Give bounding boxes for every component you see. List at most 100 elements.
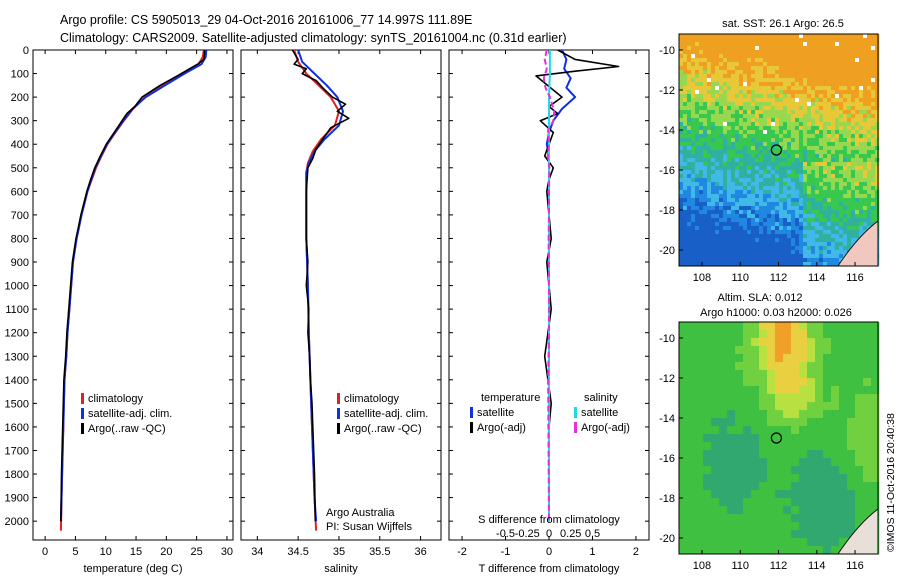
sst_map-cell [695,106,700,111]
sst_map-cell [727,114,732,119]
sst_map-cell [723,146,728,151]
sst_map-cell [787,166,792,171]
sla_map-cell [783,362,792,371]
sst_map-cell [683,238,688,243]
sst_map-cell [827,226,832,231]
sla_map-cell [767,410,776,419]
sst_map-cell [771,182,776,187]
sst_map-cell [759,186,764,191]
sla_map-cell [695,522,704,531]
sst_map-cell [755,134,760,139]
sla_map-cell [735,410,744,419]
sla_map-cell [807,402,816,411]
sst_map-cell [783,114,788,119]
sst_map-cell [775,78,780,83]
sst_map-cell [679,114,684,119]
sst_map-cell [807,202,812,207]
sst_map-cell [699,162,704,167]
sst_map-cell [687,146,692,151]
sst_map-cell [863,90,868,95]
sla_map-cell [767,458,776,467]
sst_map-cell [755,194,760,199]
sst_map-cell [747,122,752,127]
sst_map-cell [859,190,864,195]
sst_map-cell [775,206,780,211]
sst_map-cell [679,62,684,67]
sst_map-cell [763,86,768,91]
sst_map-cell [711,162,716,167]
sst_map-cell [851,34,856,39]
sla_map-cell [703,514,712,523]
sst_map-cell [695,182,700,187]
sst_map-cell [847,66,852,71]
sla_map-cell [783,442,792,451]
sst_map-cell [731,138,736,143]
sst_map-cell [739,178,744,183]
sst_map-cell [699,170,704,175]
sst_map-cell [823,218,828,223]
sst_map-cell [763,58,768,63]
sst_map-cell [791,102,796,107]
sst_map-cell [767,34,772,39]
sst_map-cell [767,174,772,179]
sst_map-cell [807,210,812,215]
sst_map-cell [727,262,732,267]
sst_map-cell [807,62,812,67]
sst_map-cell [811,66,816,71]
sst_map-cell [755,62,760,67]
sst_map-cell [747,162,752,167]
sst_map-cell [815,246,820,251]
sst_map-cell [715,254,720,259]
sla_map-cell [775,442,784,451]
sst_map-cell [759,190,764,195]
sla_map-cell [807,410,816,419]
sla_map-cell [767,418,776,427]
sst_map-cell [771,158,776,163]
sst_map-cell [727,38,732,43]
sst_map-cell [819,238,824,243]
sst_map-cell [687,138,692,143]
sla_map-cell [871,426,880,435]
sla_map-cell [831,514,840,523]
sst_map-cell [727,58,732,63]
sst_map-cell [771,62,776,67]
sst_map-cell [819,262,824,267]
sst_map-cell [799,78,804,83]
sst_map-cell [695,86,700,91]
sst_map-cell [771,142,776,147]
sst_map-cell [731,158,736,163]
sst_map-cell [691,170,696,175]
sla_map-cell [695,426,704,435]
sla_map-cell [799,474,808,483]
sla_map-cell [863,474,872,483]
sst_map-cell [871,114,876,119]
sst_map-cell [719,94,724,99]
sst_map-cell [775,90,780,95]
sla_map-cell [831,402,840,411]
sst_map-cell [719,54,724,59]
sst_map-cell [719,206,724,211]
sst_map-cell [687,102,692,107]
sla_map-cell [695,474,704,483]
sst_map-cell [807,262,812,267]
sst_map-cell [867,202,872,207]
sst_map-cell [679,138,684,143]
sst_map-cell [831,182,836,187]
sst_map-cell [711,118,716,123]
sst_map-cell [691,202,696,207]
sst_map-cell [807,78,812,83]
sst_map-cell [743,54,748,59]
sla_map-cell [719,386,728,395]
sla_map-cell [799,394,808,403]
sst_map-cell [875,106,880,111]
sst_map-cell [679,166,684,171]
sst_map-cell [771,258,776,263]
sla_map-cell [855,410,864,419]
sst_map-cell [727,158,732,163]
sst_map-cell [743,82,748,87]
sst_map-cell [867,106,872,111]
sst_map-cell [695,58,700,63]
sla_map-cell [695,442,704,451]
sst_map-cell [743,246,748,251]
sst_map-cell [715,262,720,267]
